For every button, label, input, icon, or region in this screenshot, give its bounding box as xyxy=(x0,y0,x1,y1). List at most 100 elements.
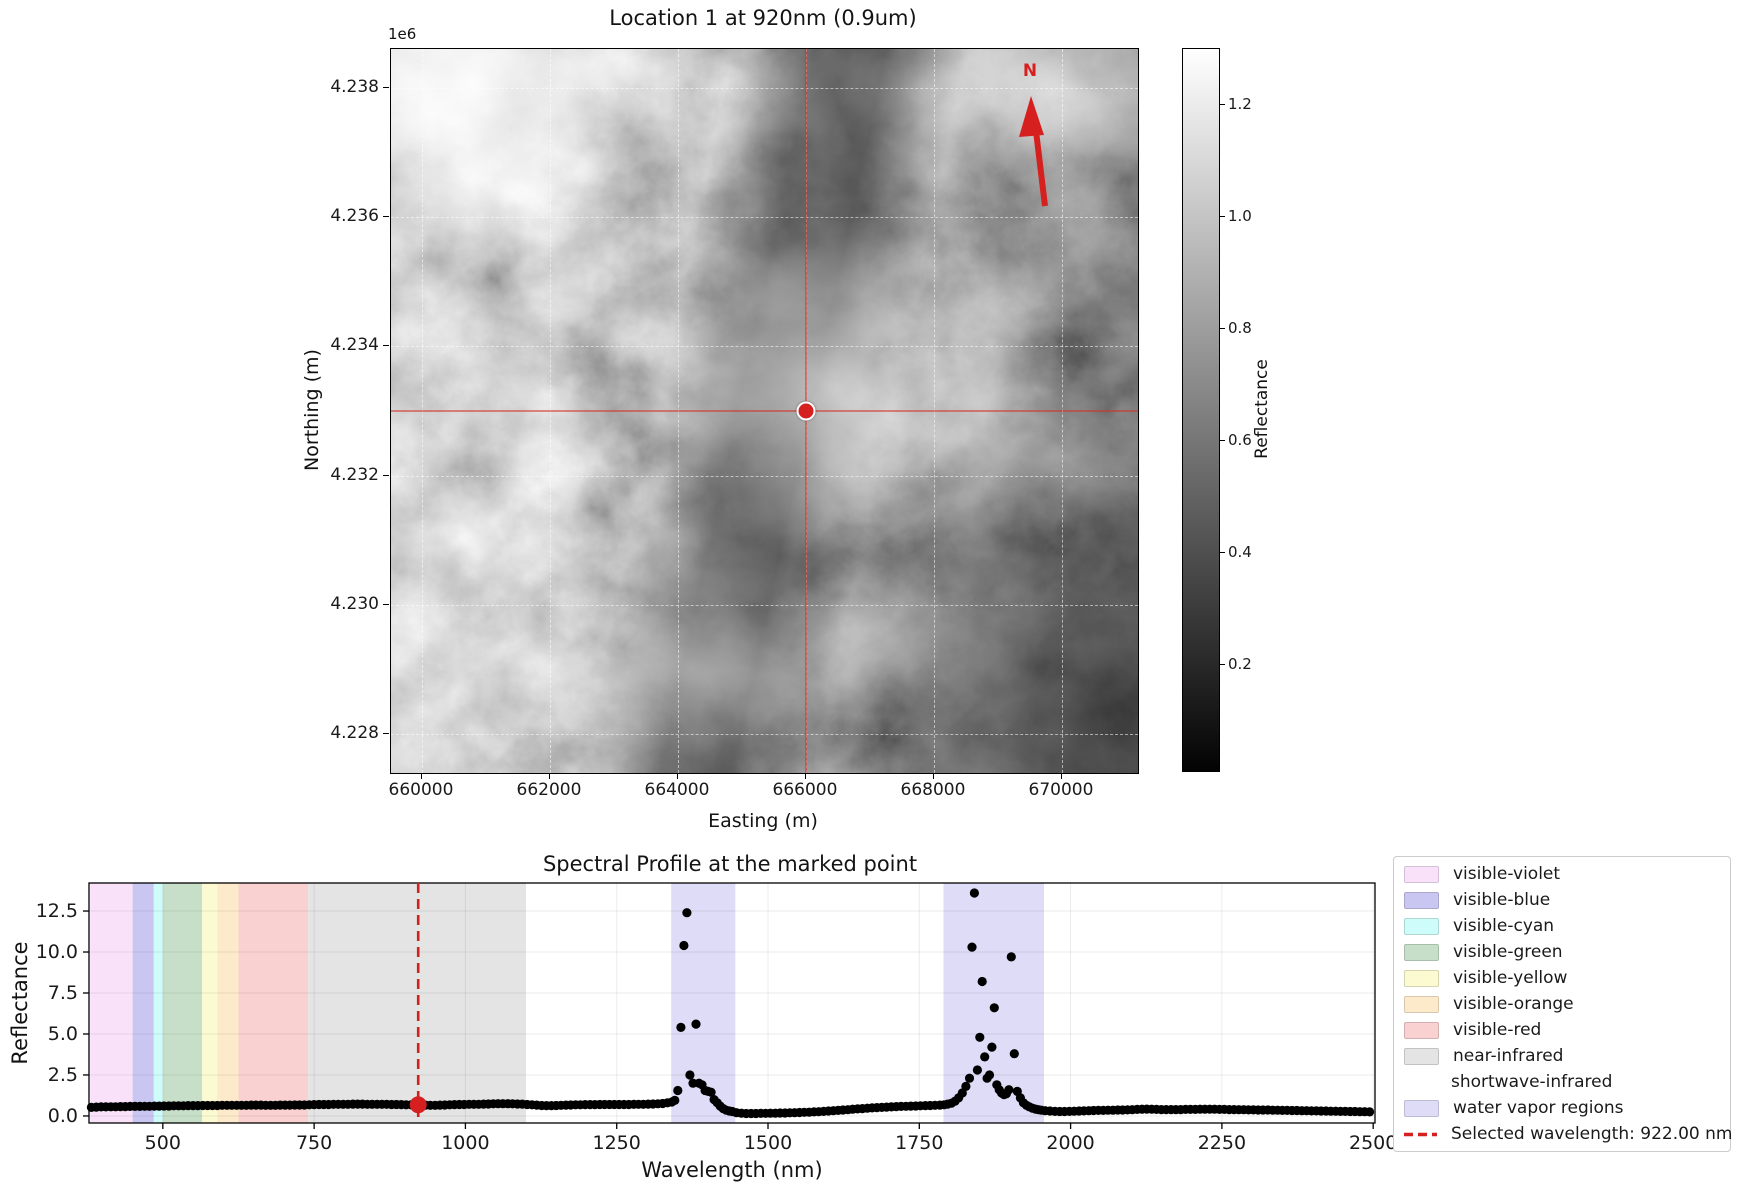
legend-item: visible-yellow xyxy=(1404,968,1720,988)
legend-swatch xyxy=(1404,995,1439,1013)
colorbar-tick-mark xyxy=(1219,663,1225,665)
map-y-tick-mark xyxy=(383,474,389,476)
map-y-tick-mark xyxy=(383,733,389,734)
map-y-tick-label: 4.232 xyxy=(330,464,379,485)
legend-item-label: visible-violet xyxy=(1453,864,1561,884)
spectrum-point xyxy=(670,1095,680,1105)
legend-swatch xyxy=(1404,865,1439,883)
colorbar-tick-label: 1.0 xyxy=(1228,206,1252,225)
spectrum-point xyxy=(673,1085,683,1096)
legend-swatch xyxy=(1404,943,1439,961)
band-visible-cyan xyxy=(153,883,163,1123)
spectrum-point xyxy=(1006,952,1016,962)
band-visible-violet xyxy=(90,883,133,1123)
colorbar-tick-mark xyxy=(1219,551,1225,553)
legend-item-label: visible-green xyxy=(1453,942,1563,962)
spec-y-tick-label: 7.5 xyxy=(47,982,78,1004)
map-x-tick-mark xyxy=(677,773,678,779)
map-image[interactable]: N xyxy=(390,48,1139,774)
legend-item: visible-violet xyxy=(1404,864,1720,884)
map-y-tick-label: 4.238 xyxy=(330,77,379,97)
spectral-xlabel: Wavelength (nm) xyxy=(641,1158,823,1182)
north-label: N xyxy=(1022,61,1038,81)
map-ylabel: Northing (m) xyxy=(301,349,323,471)
spec-x-tick-label: 2000 xyxy=(1046,1132,1095,1154)
spectrum-point xyxy=(984,1070,995,1080)
spec-x-tick-label: 1250 xyxy=(592,1132,641,1154)
colorbar-tick-mark xyxy=(1219,439,1225,441)
spectral-chart[interactable] xyxy=(0,830,1740,1189)
spec-x-tick-label: 500 xyxy=(144,1132,181,1154)
legend-swatch xyxy=(1404,917,1439,935)
spectrum-point xyxy=(685,1070,695,1080)
colorbar-tick-mark xyxy=(1219,104,1225,105)
spec-frame xyxy=(88,882,1376,1124)
band-visible-orange xyxy=(217,883,239,1123)
spectrum-point xyxy=(682,908,692,918)
spec-x-tick-label: 1500 xyxy=(743,1132,793,1154)
crosshair-horizontal-line xyxy=(391,410,1138,412)
map-marked-point[interactable] xyxy=(796,401,816,421)
map-x-tick-mark xyxy=(421,773,422,779)
spectrum-point xyxy=(961,1081,971,1091)
colorbar-tick-label: 1.2 xyxy=(1228,95,1252,113)
spec-x-tick-label: 1000 xyxy=(441,1132,490,1154)
selected-spectrum-point[interactable] xyxy=(409,1096,427,1114)
legend-item: visible-green xyxy=(1404,942,1720,962)
spectrum-point xyxy=(980,1052,990,1062)
spectrum-point xyxy=(1365,1107,1375,1117)
map-hgridline xyxy=(391,475,1138,477)
legend-item: shortwave-infrared xyxy=(1404,1072,1720,1092)
legend-item-label: visible-blue xyxy=(1453,890,1551,910)
legend-item-label: shortwave-infrared xyxy=(1451,1072,1613,1092)
spec-y-tick-label: 2.5 xyxy=(47,1064,78,1086)
spectrum-point xyxy=(679,940,689,951)
legend-dashed-line-icon xyxy=(1404,1132,1437,1136)
map-hgridline xyxy=(391,604,1138,606)
spectral-title: Spectral Profile at the marked point xyxy=(542,852,918,876)
map-y-tick-label: 4.230 xyxy=(330,593,379,614)
colorbar xyxy=(1182,48,1220,772)
map-hgridline xyxy=(391,217,1138,219)
legend-item: visible-orange xyxy=(1404,994,1720,1014)
spec-y-tick-label: 5.0 xyxy=(47,1023,78,1045)
map-x-tick-label: 668000 xyxy=(900,780,966,800)
map-xlabel: Easting (m) xyxy=(708,810,818,832)
band-visible-blue xyxy=(132,883,154,1123)
spectrum-point xyxy=(969,888,980,898)
map-hgridline xyxy=(391,346,1138,348)
legend-item-label: visible-orange xyxy=(1453,994,1574,1014)
map-x-tick-mark xyxy=(805,773,806,779)
map-y-tick-mark xyxy=(383,603,389,605)
spectrum-point xyxy=(975,1032,985,1042)
spec-x-tick-label: 2500 xyxy=(1349,1132,1398,1154)
map-x-tick-label: 660000 xyxy=(388,780,454,800)
map-y-tick-mark xyxy=(383,216,389,218)
colorbar-tick-mark xyxy=(1219,215,1225,217)
map-y-tick-label: 4.228 xyxy=(330,723,379,743)
map-y-tick-label: 4.234 xyxy=(330,335,379,356)
legend-swatch xyxy=(1404,891,1439,909)
spectrum-point xyxy=(676,1022,686,1032)
map-x-tick-label: 664000 xyxy=(644,780,710,800)
band-visible-yellow xyxy=(202,883,218,1123)
spectrum-point xyxy=(691,1019,701,1029)
legend-swatch xyxy=(1404,1075,1437,1090)
map-x-tick-label: 666000 xyxy=(772,780,838,800)
map-x-tick-mark xyxy=(549,773,550,779)
legend-item-label: near-infrared xyxy=(1453,1046,1564,1066)
legend-item: water vapor regions xyxy=(1404,1098,1720,1118)
band-visible-green xyxy=(162,883,203,1123)
map-x-tick-label: 662000 xyxy=(516,780,582,800)
legend: visible-violet visible-blue visible-cyan vi… xyxy=(1393,856,1732,1152)
spec-x-tick-label: 2250 xyxy=(1197,1132,1247,1154)
legend-item: visible-cyan xyxy=(1404,916,1720,936)
spectrum-point xyxy=(972,1065,983,1075)
colorbar-tick-label: 0.2 xyxy=(1228,654,1252,673)
map-y-tick-mark xyxy=(383,345,389,347)
map-axis-offset-label: 1e6 xyxy=(388,25,417,43)
map-title: Location 1 at 920nm (0.9um) xyxy=(609,6,917,30)
band-visible-red xyxy=(238,883,309,1123)
spectrum-point xyxy=(977,976,987,987)
